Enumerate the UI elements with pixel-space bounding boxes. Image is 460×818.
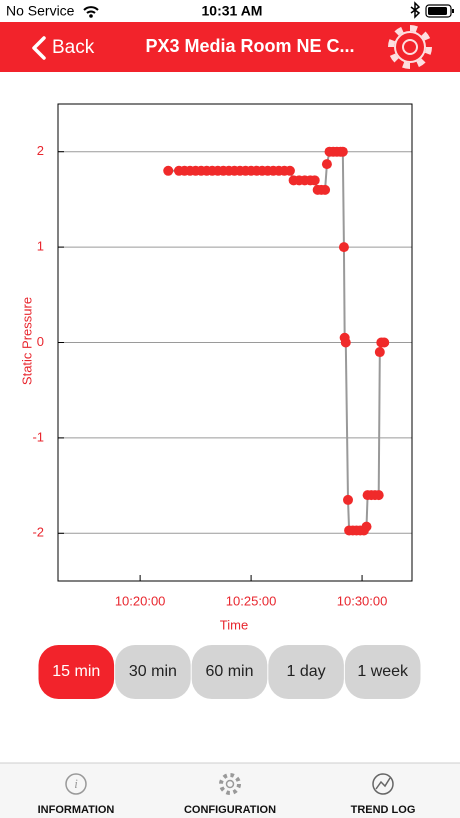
back-button[interactable]: Back bbox=[32, 36, 95, 60]
gear-ring[interactable] bbox=[394, 31, 426, 63]
battery-tip bbox=[452, 9, 454, 13]
y-tick-label: -1 bbox=[32, 429, 44, 444]
x-tick-label: 10:20:00 bbox=[115, 593, 166, 608]
trend-icon-line[interactable] bbox=[375, 777, 391, 790]
x-axis-label: Time bbox=[220, 617, 248, 632]
data-point bbox=[320, 184, 331, 195]
range-button[interactable] bbox=[38, 645, 115, 699]
settings-button[interactable] bbox=[388, 25, 432, 69]
range-button-label[interactable]: 15 min bbox=[52, 663, 100, 680]
range-button-label[interactable]: 1 week bbox=[357, 663, 409, 680]
data-point bbox=[321, 159, 332, 170]
info-icon-glyph[interactable]: i bbox=[74, 776, 78, 791]
data-point bbox=[309, 175, 320, 186]
config-icon[interactable] bbox=[219, 773, 241, 795]
data-point bbox=[343, 494, 354, 505]
data-point bbox=[338, 242, 349, 253]
data-point bbox=[373, 490, 384, 501]
tab-bar bbox=[0, 763, 460, 818]
data-point bbox=[379, 337, 390, 348]
range-button[interactable] bbox=[191, 645, 268, 699]
data-point bbox=[361, 521, 372, 532]
range-button-label[interactable]: 30 min bbox=[129, 663, 177, 680]
bluetooth-icon bbox=[410, 1, 421, 19]
battery-level bbox=[428, 7, 447, 15]
tabs: INFORMATION CONFIGURATION TREND LOG bbox=[38, 804, 416, 816]
back-label[interactable]: Back bbox=[52, 37, 95, 58]
nav-bar bbox=[0, 22, 460, 72]
data-point bbox=[163, 165, 174, 176]
range-button[interactable] bbox=[268, 645, 344, 699]
x-tick-label: 10:30:00 bbox=[337, 593, 388, 608]
battery-icon bbox=[425, 4, 452, 18]
y-tick-label: 1 bbox=[37, 239, 44, 254]
tab-label[interactable]: TREND LOG bbox=[351, 804, 416, 816]
range-button-label[interactable]: 60 min bbox=[205, 663, 253, 680]
data-point bbox=[340, 337, 351, 348]
plot-frame bbox=[57, 103, 413, 582]
chart: Time Static Pressure -2 -1 0 1 2 10:20:00 10:2… bbox=[19, 103, 413, 632]
tab-label[interactable]: INFORMATION bbox=[38, 804, 115, 816]
info-icon[interactable] bbox=[65, 773, 87, 795]
range-button[interactable] bbox=[115, 645, 191, 699]
gear-hub[interactable] bbox=[402, 39, 418, 55]
config-icon-hub[interactable] bbox=[225, 779, 235, 789]
y-tick-label: 0 bbox=[37, 334, 44, 349]
data-point bbox=[374, 347, 385, 358]
clock: 10:31 AM bbox=[202, 3, 263, 19]
y-tick-label: -2 bbox=[32, 525, 44, 540]
carrier: No Service bbox=[6, 3, 75, 19]
wifi-icon bbox=[83, 6, 99, 14]
x-tick-label: 10:25:00 bbox=[226, 593, 277, 608]
y-axis-label: Static Pressure bbox=[19, 297, 34, 385]
nav-title: PX3 Media Room NE C... bbox=[145, 36, 354, 56]
data-point bbox=[284, 165, 295, 176]
range-button-label[interactable]: 1 day bbox=[287, 663, 326, 680]
trend-icon[interactable] bbox=[372, 773, 394, 795]
back-chevron[interactable] bbox=[32, 36, 46, 60]
y-tick-label: 2 bbox=[37, 143, 44, 158]
range-selector: 15 min 30 min 60 min 1 day 1 week bbox=[38, 645, 421, 699]
range-button[interactable] bbox=[344, 645, 421, 699]
tab-label[interactable]: CONFIGURATION bbox=[184, 804, 276, 816]
data-point bbox=[337, 146, 348, 157]
gear-teeth[interactable] bbox=[388, 25, 432, 69]
wifi-icon-dot bbox=[89, 14, 93, 18]
